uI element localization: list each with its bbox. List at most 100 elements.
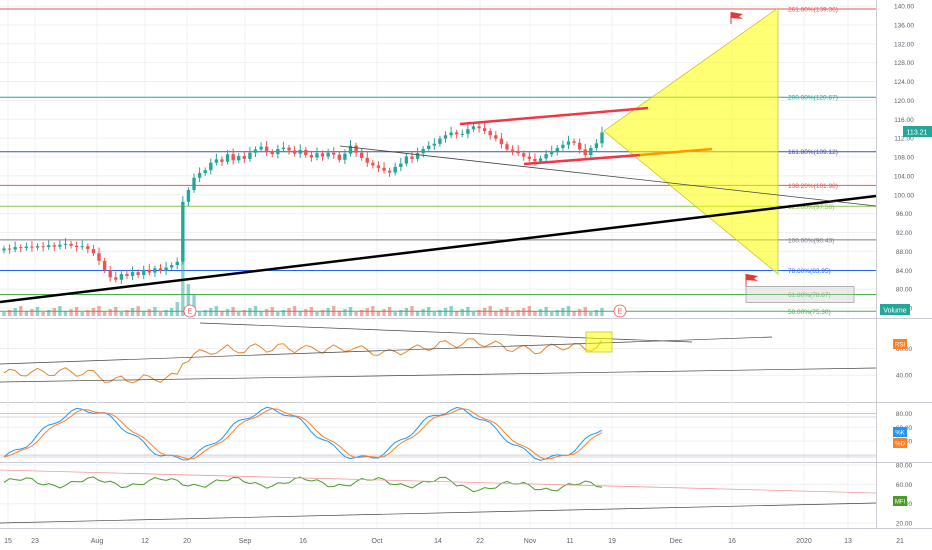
earnings-marker-2-label: E [618, 309, 623, 316]
candle-body [2, 248, 6, 251]
candle-body [320, 153, 325, 157]
candle-body [7, 248, 12, 250]
time-tick-label: 13 [844, 538, 852, 545]
candle-body [97, 253, 101, 261]
candle-body [69, 243, 73, 246]
time-tick-label: 11 [566, 538, 573, 545]
volume-bar [354, 312, 358, 316]
candle-body [270, 151, 274, 155]
volume-bar [365, 308, 369, 316]
earnings-marker-2[interactable] [613, 304, 627, 318]
time-tick-label: Sep [239, 538, 252, 545]
price-tick-label: 124.00 [894, 79, 914, 86]
volume-bar [119, 312, 124, 316]
volume-bar [555, 310, 559, 316]
volume-bar [482, 308, 487, 316]
volume-bar [253, 306, 258, 316]
earnings-marker-1[interactable] [183, 304, 197, 318]
rsi-rising-trendline [0, 336, 773, 365]
candle-body [577, 142, 582, 150]
candle-body [477, 126, 481, 129]
candle-body [337, 154, 342, 160]
candle-body [276, 148, 280, 155]
candle-body [538, 158, 543, 162]
volume-bar [30, 309, 34, 316]
price-tick-label: 116.00 [894, 117, 914, 124]
volume-bar [538, 309, 543, 316]
candle-body [13, 247, 17, 250]
volume-bar [214, 306, 219, 316]
candle-body [102, 260, 107, 271]
volume-bar [281, 310, 286, 316]
candle-body [242, 156, 246, 159]
price-tick-label: 120.00 [894, 98, 914, 105]
volume-bar [102, 311, 107, 316]
mfi-rising-trendline [0, 502, 877, 524]
candle-body [315, 153, 319, 158]
price-tick-label: 132.00 [894, 41, 914, 48]
time-tick-label: Nov [524, 538, 537, 545]
channel-lower-line [523, 153, 641, 166]
candle-body [119, 274, 124, 280]
volume-bar [153, 307, 157, 316]
long-term-trendline [0, 194, 877, 304]
fib-level-label: 100.00%(90.43) [788, 237, 834, 244]
price-tick-label: 84.00 [896, 268, 913, 275]
candle-body [387, 170, 392, 173]
time-tick-label: 23 [31, 538, 39, 545]
volume-bar [169, 308, 174, 316]
volume-bar [309, 307, 314, 316]
mfi-tick-label: 60.00 [896, 482, 913, 489]
target-flag-bottom-icon-cloth [746, 274, 758, 281]
volume-bar [522, 308, 526, 316]
candle-body [365, 157, 369, 163]
volume-bar [264, 309, 269, 316]
volume-bar [175, 302, 179, 316]
volume-bar [35, 307, 40, 316]
volume-bar [91, 308, 96, 316]
candle-body [516, 150, 520, 154]
time-tick-label: 22 [476, 538, 484, 545]
volume-bar [142, 311, 146, 316]
volume-bar [7, 310, 12, 316]
volume-bar [108, 309, 112, 316]
projection-triangle [603, 7, 779, 275]
fib-level-label: 78.60%(83.95) [788, 268, 831, 275]
price-tick-label: 96.00 [896, 211, 913, 218]
volume-bar [24, 311, 29, 316]
volume-bar [566, 306, 571, 316]
volume-bar [259, 311, 263, 316]
candle-body [482, 128, 487, 132]
volume-bar [248, 308, 252, 316]
rsi-tick-label: 40.00 [896, 373, 913, 380]
fib-levels: 261.80%(139.36) 200.00%(120.67) 161.80%(10… [0, 7, 876, 316]
candle-body [304, 149, 308, 156]
volume-bar [197, 312, 202, 316]
volume-bar [47, 310, 51, 316]
fib-level-label: 200.00%(120.67) [788, 95, 838, 102]
volume-bar [577, 309, 582, 316]
volume-bar [242, 310, 246, 316]
candle-body [80, 246, 84, 248]
volume-bar [550, 312, 554, 316]
volume-bar [74, 307, 79, 316]
fib-level-label: 261.80%(139.36) [788, 7, 838, 14]
candle-body [292, 150, 297, 154]
candle-body [505, 144, 509, 150]
volume-bar [237, 312, 241, 316]
candle-body [572, 141, 576, 143]
volume-badge: Volume [880, 304, 910, 315]
volume-bar [41, 312, 45, 316]
time-tick-label: 16 [728, 538, 736, 545]
volume-bar [69, 309, 73, 316]
time-tick-label: 2020 [796, 538, 812, 545]
volume-bar [527, 306, 532, 316]
candle-body [494, 135, 498, 139]
volume-bar [477, 310, 481, 316]
candle-body [287, 147, 291, 151]
candle-body [164, 267, 168, 271]
stoch-k-badge-label: %K [895, 431, 904, 437]
volume-bar [382, 309, 386, 316]
grid [0, 0, 932, 529]
fib-level-label: 61.80%(78.87) [788, 292, 831, 299]
